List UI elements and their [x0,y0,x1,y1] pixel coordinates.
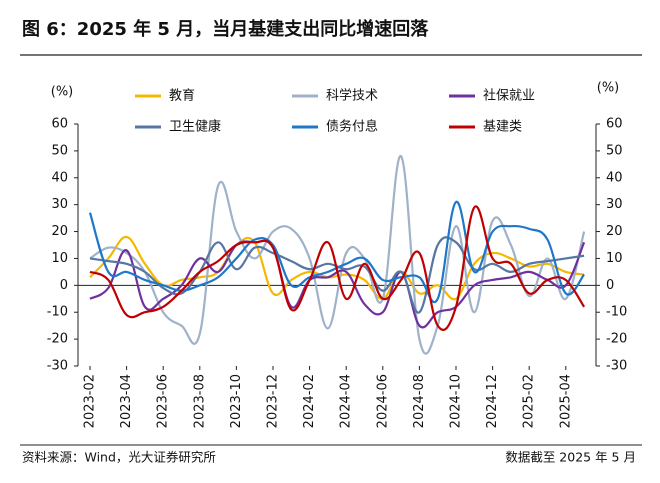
y2-tick-label: 0 [606,278,614,293]
x-tick-label: 2023-04 [119,374,134,428]
legend-label: 卫生健康 [169,119,221,135]
x-tick-label: 2025-04 [558,374,573,428]
y-tick-label: 0 [60,278,68,293]
legend-label: 社保就业 [483,88,535,104]
y-tick-label: 50 [51,143,68,158]
y2-tick-label: -30 [606,359,627,374]
y-tick-label: 30 [51,197,68,212]
y-axis-label: (%) [51,85,74,100]
y-tick-label: 60 [51,117,68,132]
source: 资料来源：Wind，光大证券研究所 [22,450,216,465]
x-tick-label: 2023-06 [156,374,171,428]
y2-axis-label: (%) [597,81,620,96]
y2-tick-label: 30 [606,197,623,212]
legend-label: 基建类 [483,120,522,135]
y2-tick-label: -20 [606,332,627,347]
x-tick-label: 2024-08 [412,374,427,428]
y2-tick-label: -10 [606,305,627,320]
y-tick-label: -20 [47,332,68,347]
y2-tick-label: 40 [606,170,623,185]
x-tick-label: 2024-10 [449,374,464,428]
x-tick-label: 2024-06 [375,374,390,428]
chart-title: 图 6：2025 年 5 月，当月基建支出同比增速回落 [22,18,429,40]
x-tick-label: 2024-12 [485,374,500,428]
x-tick-label: 2024-04 [339,374,354,428]
y-tick-label: 20 [51,224,68,239]
series-line [89,205,586,331]
x-tick-label: 2025-02 [522,374,537,428]
series-line [88,200,585,304]
note: 数据截至 2025 年 5 月 [505,450,636,465]
series-line [89,235,585,301]
y-tick-label: 10 [51,251,68,266]
y2-tick-label: 20 [606,224,623,239]
y-tick-label: -30 [47,359,68,374]
y2-tick-label: 60 [606,117,623,132]
y-tick-label: -10 [47,305,68,320]
x-tick-label: 2024-02 [302,374,317,428]
y-tick-label: 40 [51,170,68,185]
legend-label: 债务付息 [326,119,378,135]
y2-tick-label: 10 [606,251,623,266]
series-line [89,155,586,355]
x-tick-label: 2023-12 [266,374,281,428]
legend-label: 科学技术 [326,88,378,104]
y2-tick-label: 50 [606,143,623,158]
x-tick-label: 2023-08 [192,374,207,428]
legend-label: 教育 [169,88,195,104]
x-tick-label: 2023-02 [83,374,98,428]
x-tick-label: 2023-10 [229,374,244,428]
